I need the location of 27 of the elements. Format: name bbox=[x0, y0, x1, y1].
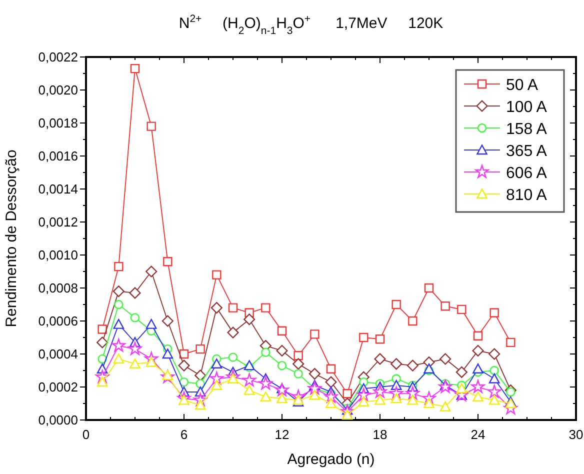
y-tick-label: 0,0020 bbox=[38, 82, 78, 98]
legend-label: 158 A bbox=[506, 121, 548, 138]
y-tick-label: 0,0010 bbox=[38, 248, 78, 262]
y-tick-label: 0,0000 bbox=[38, 412, 78, 428]
legend-label: 50 A bbox=[506, 77, 538, 94]
y-tick-label: 0,0012 bbox=[38, 214, 78, 230]
x-tick-label: 12 bbox=[274, 427, 290, 442]
y-tick-label: 0,0004 bbox=[38, 346, 78, 362]
legend-label: 100 A bbox=[506, 99, 548, 116]
y-tick-label: 0,0016 bbox=[38, 148, 78, 164]
y-axis-title: Rendimento de Dessorção bbox=[3, 150, 20, 328]
x-tick-label: 24 bbox=[470, 427, 486, 442]
legend-label: 606 A bbox=[506, 165, 548, 182]
x-axis-title: Agregado (n) bbox=[287, 451, 375, 468]
chart-title: N$^{2+}$ (H$_{2}$O)$_{n-1}$H$_{3}$O$^{+}$ 1,7MeV 120K bbox=[178, 13, 444, 37]
y-tick-label: 0,0008 bbox=[38, 280, 78, 296]
x-tick-label: 6 bbox=[180, 427, 188, 442]
x-tick-label: 18 bbox=[372, 427, 388, 442]
legend-label: 810 A bbox=[506, 187, 548, 204]
x-tick-label: 30 bbox=[568, 427, 584, 442]
y-tick-label: 0,0014 bbox=[38, 182, 78, 196]
y-tick-label: 0,0002 bbox=[38, 380, 78, 394]
y-tick-label: 0,0022 bbox=[38, 50, 78, 64]
y-tick-label: 0,0006 bbox=[38, 314, 78, 328]
x-tick-label: 0 bbox=[82, 427, 90, 442]
legend-label: 365 A bbox=[506, 143, 548, 160]
y-tick-label: 0,0018 bbox=[38, 116, 78, 130]
